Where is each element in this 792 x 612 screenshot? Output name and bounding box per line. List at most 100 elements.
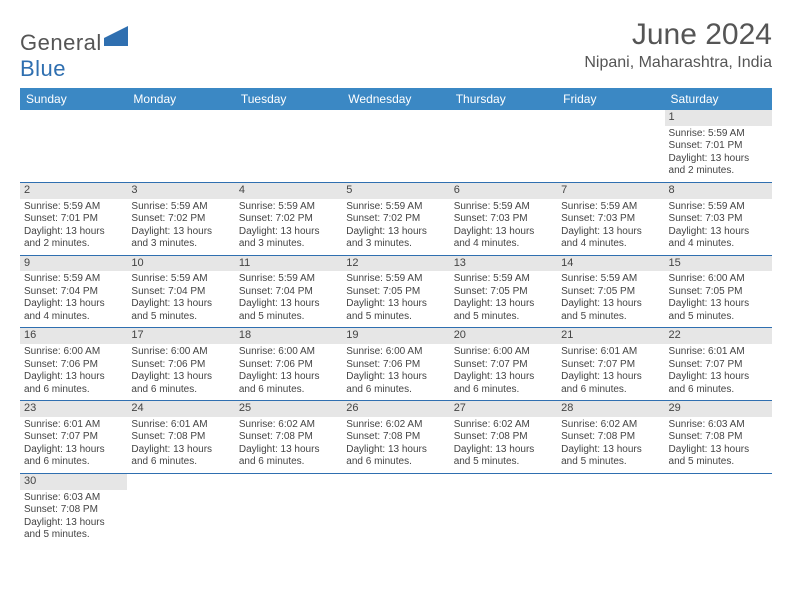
day-number: 11 (235, 256, 342, 272)
day-number: 15 (665, 256, 772, 272)
day-number: 29 (665, 401, 772, 417)
week-row: 9Sunrise: 5:59 AMSunset: 7:04 PMDaylight… (20, 256, 772, 329)
calendar-cell: . (342, 110, 449, 182)
weeks-container: ......1Sunrise: 5:59 AMSunset: 7:01 PMDa… (20, 110, 772, 546)
logo: GeneralBlue (20, 26, 128, 82)
sunrise-text: Sunrise: 5:59 AM (669, 201, 768, 214)
calendar-cell: 30Sunrise: 6:03 AMSunset: 7:08 PMDayligh… (20, 474, 127, 546)
day-number: 24 (127, 401, 234, 417)
day-number: 16 (20, 328, 127, 344)
sunrise-text: Sunrise: 5:59 AM (561, 201, 660, 214)
daylight-text: Daylight: 13 hours and 5 minutes. (561, 444, 660, 469)
calendar-cell: 27Sunrise: 6:02 AMSunset: 7:08 PMDayligh… (450, 401, 557, 473)
page-subtitle: Nipani, Maharashtra, India (584, 54, 772, 72)
day-number: 1 (665, 110, 772, 126)
day-number: 23 (20, 401, 127, 417)
day-header-cell: Monday (127, 88, 234, 110)
sunrise-text: Sunrise: 6:00 AM (454, 346, 553, 359)
sunset-text: Sunset: 7:06 PM (239, 359, 338, 372)
page-title: June 2024 (584, 18, 772, 52)
daylight-text: Daylight: 13 hours and 2 minutes. (24, 226, 123, 251)
calendar-cell: 22Sunrise: 6:01 AMSunset: 7:07 PMDayligh… (665, 328, 772, 400)
daylight-text: Daylight: 13 hours and 5 minutes. (561, 298, 660, 323)
logo-text-1: General (20, 30, 102, 55)
sunset-text: Sunset: 7:04 PM (24, 286, 123, 299)
calendar-cell: 24Sunrise: 6:01 AMSunset: 7:08 PMDayligh… (127, 401, 234, 473)
week-row: 16Sunrise: 6:00 AMSunset: 7:06 PMDayligh… (20, 328, 772, 401)
sunrise-text: Sunrise: 5:59 AM (346, 201, 445, 214)
day-number: 22 (665, 328, 772, 344)
calendar-cell: 16Sunrise: 6:00 AMSunset: 7:06 PMDayligh… (20, 328, 127, 400)
sunrise-text: Sunrise: 5:59 AM (669, 128, 768, 141)
sunset-text: Sunset: 7:03 PM (669, 213, 768, 226)
calendar-cell: 6Sunrise: 5:59 AMSunset: 7:03 PMDaylight… (450, 183, 557, 255)
calendar-cell: 2 Sunrise: 5:59 AMSunset: 7:01 PMDaylight… (20, 183, 127, 255)
sunset-text: Sunset: 7:06 PM (131, 359, 230, 372)
calendar-cell: 7Sunrise: 5:59 AMSunset: 7:03 PMDaylight… (557, 183, 664, 255)
daylight-text: Daylight: 13 hours and 6 minutes. (561, 371, 660, 396)
daylight-text: Daylight: 13 hours and 2 minutes. (669, 153, 768, 178)
day-number: 30 (20, 474, 127, 490)
daylight-text: Daylight: 13 hours and 5 minutes. (239, 298, 338, 323)
calendar-cell: 12Sunrise: 5:59 AMSunset: 7:05 PMDayligh… (342, 256, 449, 328)
calendar-cell: 11Sunrise: 5:59 AMSunset: 7:04 PMDayligh… (235, 256, 342, 328)
sunrise-text: Sunrise: 6:00 AM (669, 273, 768, 286)
calendar-cell: 4Sunrise: 5:59 AMSunset: 7:02 PMDaylight… (235, 183, 342, 255)
calendar-cell: 21Sunrise: 6:01 AMSunset: 7:07 PMDayligh… (557, 328, 664, 400)
calendar-cell: 29Sunrise: 6:03 AMSunset: 7:08 PMDayligh… (665, 401, 772, 473)
sunset-text: Sunset: 7:05 PM (561, 286, 660, 299)
day-number: 3 (127, 183, 234, 199)
sunrise-text: Sunrise: 6:01 AM (24, 419, 123, 432)
sunset-text: Sunset: 7:07 PM (454, 359, 553, 372)
sunset-text: Sunset: 7:08 PM (561, 431, 660, 444)
calendar-cell: . (450, 474, 557, 546)
sunset-text: Sunset: 7:08 PM (346, 431, 445, 444)
calendar-cell: 3Sunrise: 5:59 AMSunset: 7:02 PMDaylight… (127, 183, 234, 255)
day-number: 18 (235, 328, 342, 344)
calendar-cell: 17Sunrise: 6:00 AMSunset: 7:06 PMDayligh… (127, 328, 234, 400)
sunset-text: Sunset: 7:07 PM (561, 359, 660, 372)
sunrise-text: Sunrise: 6:02 AM (346, 419, 445, 432)
day-header-cell: Friday (557, 88, 664, 110)
sunrise-text: Sunrise: 5:59 AM (24, 201, 123, 214)
logo-text: GeneralBlue (20, 26, 128, 82)
day-header-cell: Thursday (450, 88, 557, 110)
sunset-text: Sunset: 7:02 PM (239, 213, 338, 226)
daylight-text: Daylight: 13 hours and 6 minutes. (346, 371, 445, 396)
calendar-cell: 20Sunrise: 6:00 AMSunset: 7:07 PMDayligh… (450, 328, 557, 400)
calendar-cell: . (557, 110, 664, 182)
daylight-text: Daylight: 13 hours and 5 minutes. (131, 298, 230, 323)
calendar-cell: 19Sunrise: 6:00 AMSunset: 7:06 PMDayligh… (342, 328, 449, 400)
sunrise-text: Sunrise: 5:59 AM (346, 273, 445, 286)
sunrise-text: Sunrise: 6:01 AM (131, 419, 230, 432)
day-number: 2 (20, 183, 127, 199)
day-number: 13 (450, 256, 557, 272)
sunset-text: Sunset: 7:01 PM (24, 213, 123, 226)
day-number: 14 (557, 256, 664, 272)
sunset-text: Sunset: 7:07 PM (669, 359, 768, 372)
sunset-text: Sunset: 7:06 PM (346, 359, 445, 372)
day-number: 4 (235, 183, 342, 199)
calendar-cell: 1Sunrise: 5:59 AMSunset: 7:01 PMDaylight… (665, 110, 772, 182)
day-number: 27 (450, 401, 557, 417)
calendar-cell: . (450, 110, 557, 182)
day-number: 12 (342, 256, 449, 272)
week-row: 30Sunrise: 6:03 AMSunset: 7:08 PMDayligh… (20, 474, 772, 546)
day-number: 6 (450, 183, 557, 199)
week-row: 23Sunrise: 6:01 AMSunset: 7:07 PMDayligh… (20, 401, 772, 474)
sunrise-text: Sunrise: 6:02 AM (454, 419, 553, 432)
calendar-cell: . (235, 110, 342, 182)
day-number: 28 (557, 401, 664, 417)
daylight-text: Daylight: 13 hours and 4 minutes. (669, 226, 768, 251)
daylight-text: Daylight: 13 hours and 4 minutes. (561, 226, 660, 251)
logo-text-2: Blue (20, 56, 66, 81)
sunset-text: Sunset: 7:03 PM (454, 213, 553, 226)
daylight-text: Daylight: 13 hours and 4 minutes. (454, 226, 553, 251)
sunrise-text: Sunrise: 6:01 AM (669, 346, 768, 359)
sunrise-text: Sunrise: 5:59 AM (131, 201, 230, 214)
day-header-cell: Sunday (20, 88, 127, 110)
sunrise-text: Sunrise: 6:02 AM (561, 419, 660, 432)
calendar-cell: . (342, 474, 449, 546)
calendar-cell: 25Sunrise: 6:02 AMSunset: 7:08 PMDayligh… (235, 401, 342, 473)
calendar-cell: . (557, 474, 664, 546)
